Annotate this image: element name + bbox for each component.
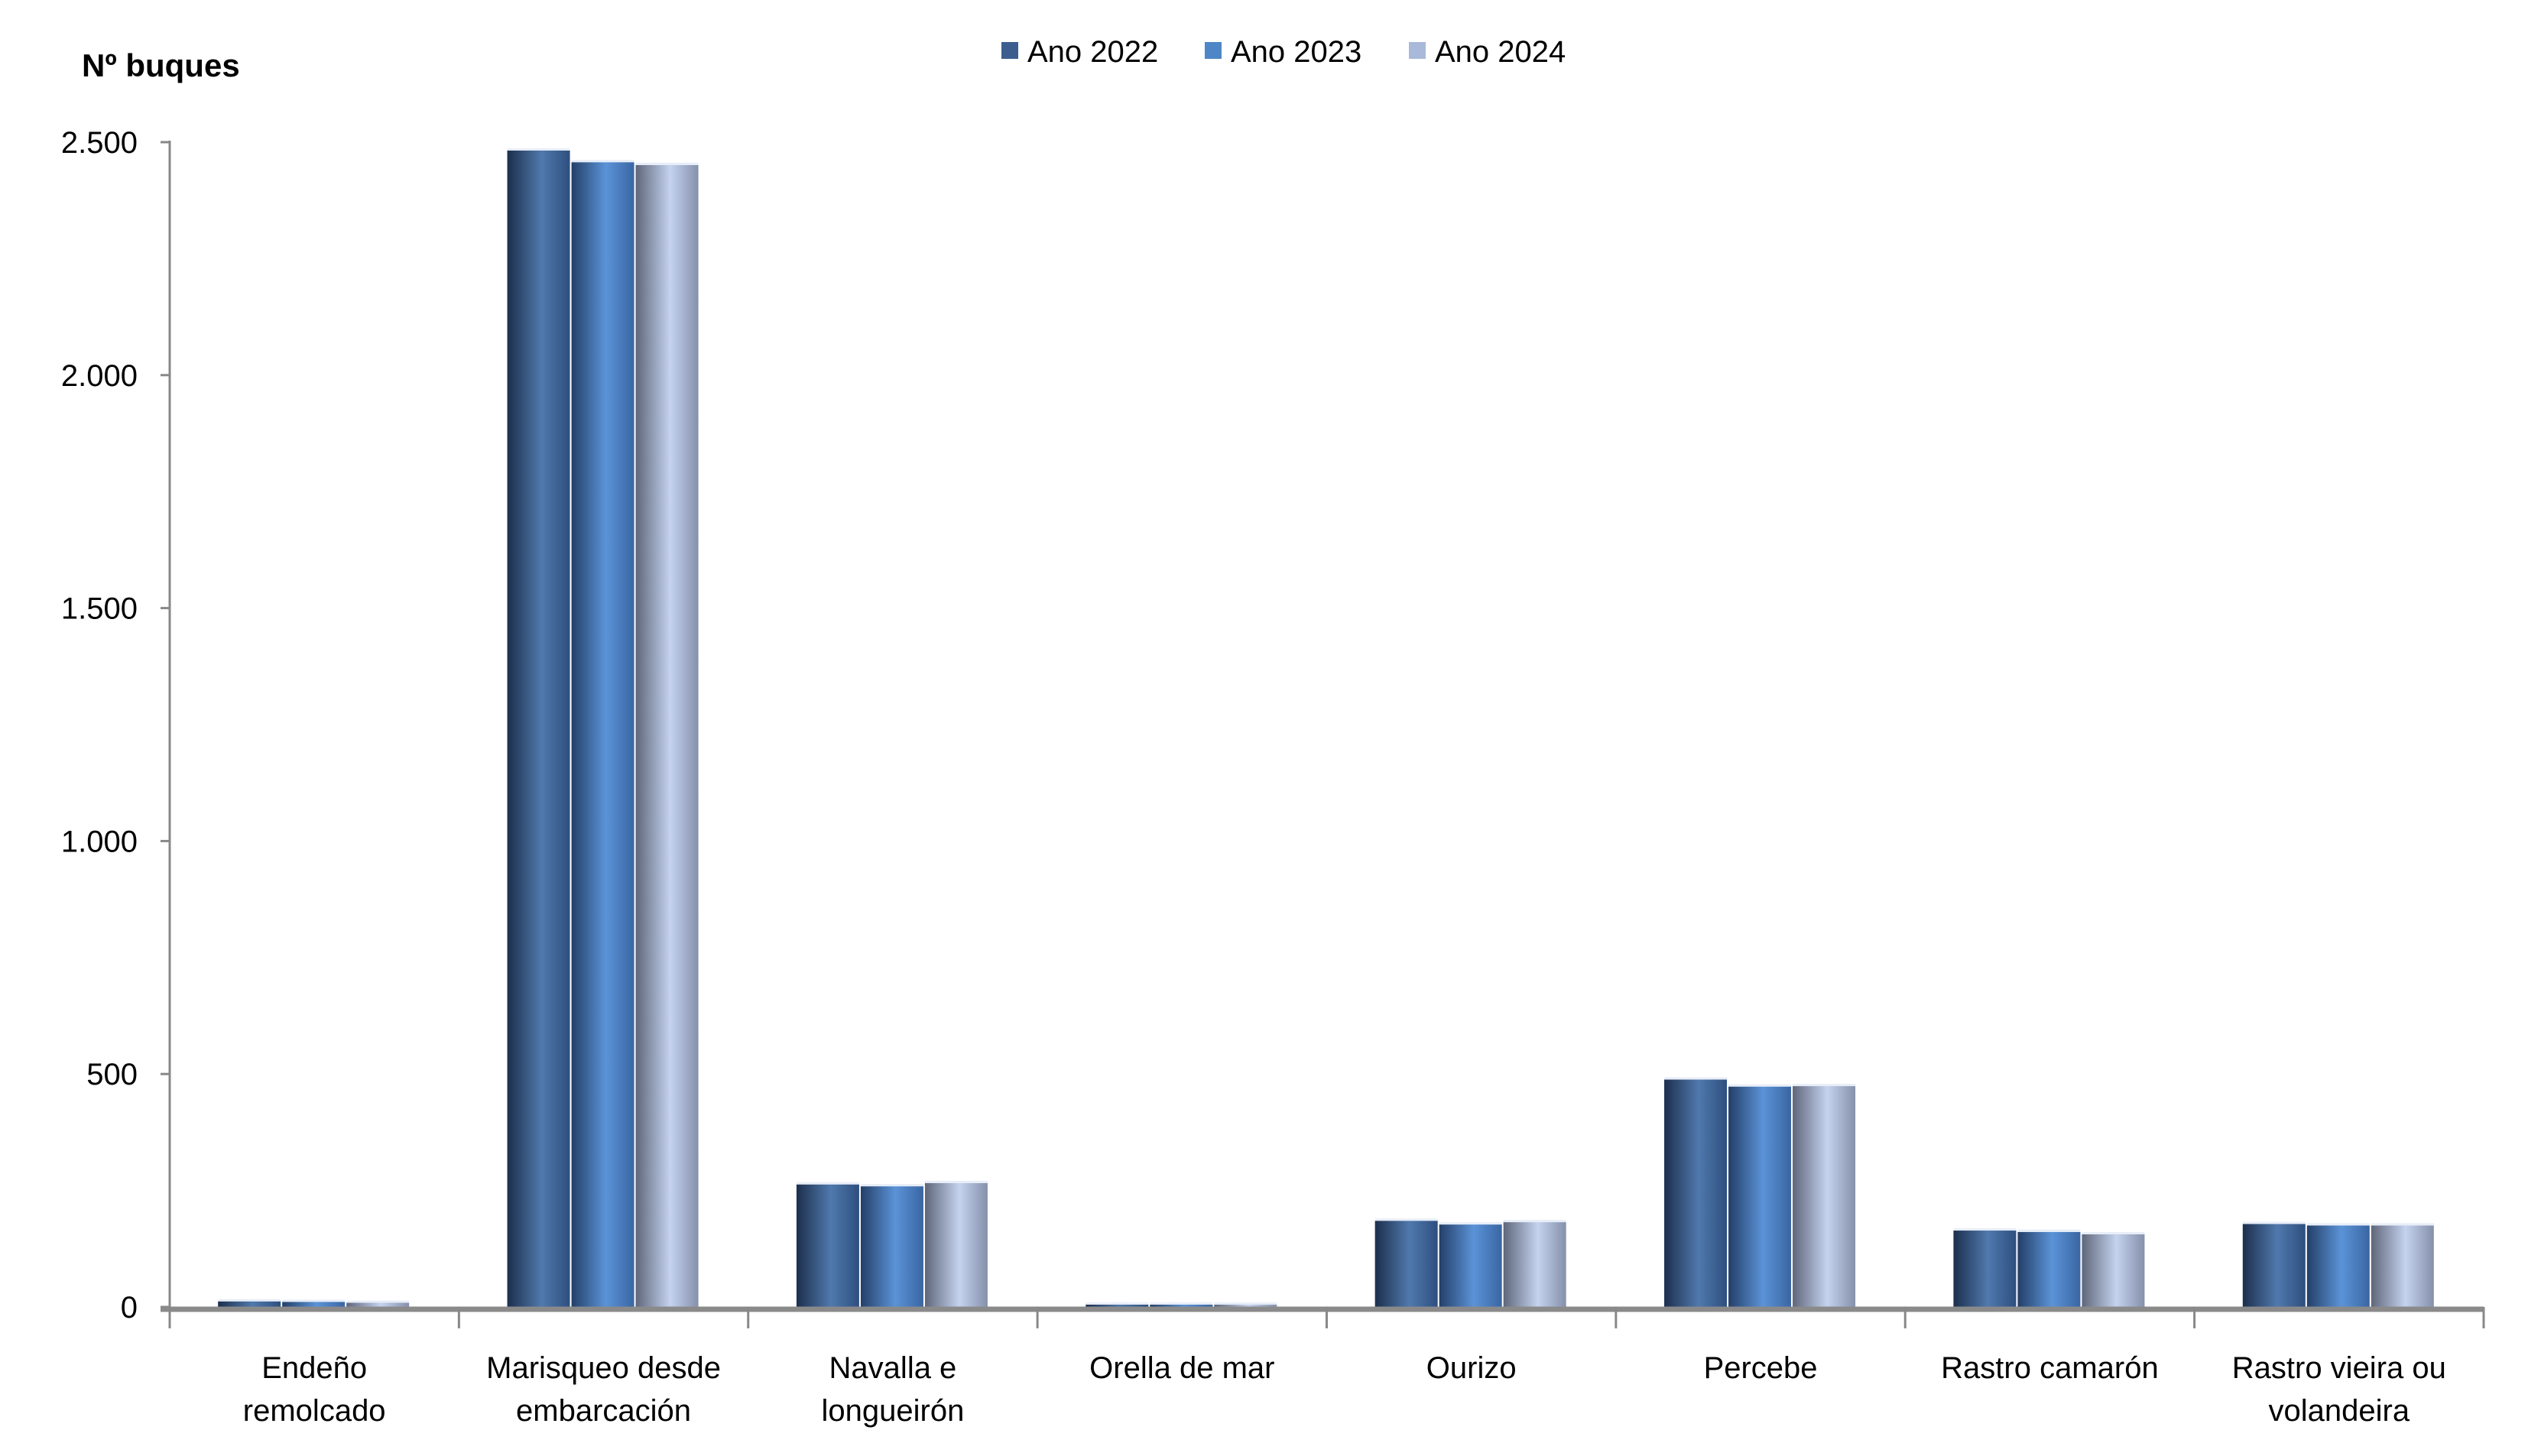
x-category-label-line: Marisqueo desde bbox=[486, 1351, 721, 1385]
bar-ano-2023-6 bbox=[2017, 1231, 2081, 1307]
axes: 0 500 1.000 1.500 2.000 2.500 Endeño remolcado M… bbox=[61, 126, 2485, 1428]
bar-ano-2022-6 bbox=[1953, 1231, 2017, 1307]
bar-top-highlight bbox=[796, 1182, 859, 1185]
bar-ano-2023-7 bbox=[2306, 1225, 2370, 1307]
bar-top-highlight bbox=[218, 1299, 281, 1302]
y-tick-label: 1.000 bbox=[61, 825, 138, 858]
x-category-label-line: Rastro vieira ou bbox=[2232, 1351, 2446, 1385]
bar-ano-2024-3 bbox=[1214, 1304, 1277, 1307]
bars bbox=[218, 148, 2434, 1308]
y-tick-label: 2.500 bbox=[61, 126, 138, 160]
bar-ano-2023-4 bbox=[1439, 1224, 1502, 1307]
bar-top-highlight bbox=[282, 1299, 346, 1302]
x-category-label: Rastro camarón bbox=[1941, 1351, 2159, 1385]
bar-ano-2023-3 bbox=[1150, 1304, 1213, 1307]
bar-ano-2023-1 bbox=[571, 162, 634, 1308]
x-category-label: Ourizo bbox=[1426, 1351, 1517, 1385]
legend-swatch bbox=[1001, 42, 1018, 59]
bar-top-highlight bbox=[1214, 1302, 1277, 1305]
x-category-label-line: Ourizo bbox=[1426, 1351, 1517, 1385]
legend-swatch bbox=[1205, 42, 1222, 59]
legend-label: Ano 2024 bbox=[1435, 35, 1566, 69]
bar-top-highlight bbox=[1793, 1084, 1856, 1087]
bar-ano-2023-2 bbox=[860, 1186, 923, 1307]
x-category-label: Navalla e longueirón bbox=[822, 1351, 965, 1428]
bar-top-highlight bbox=[860, 1184, 923, 1187]
legend: Ano 2022 Ano 2023 Ano 2024 bbox=[1001, 35, 1566, 69]
x-category-label: Orella de mar bbox=[1089, 1351, 1274, 1385]
x-category-label-line: longueirón bbox=[822, 1394, 965, 1428]
bar-ano-2022-7 bbox=[2242, 1224, 2306, 1307]
bar-top-highlight bbox=[924, 1180, 988, 1183]
bar-top-highlight bbox=[1664, 1077, 1728, 1080]
y-tick-label: 0 bbox=[121, 1291, 138, 1325]
y-axis-title: Nº buques bbox=[82, 47, 240, 83]
bar-top-highlight bbox=[2082, 1231, 2145, 1234]
bar-ano-2022-5 bbox=[1664, 1079, 1728, 1307]
legend-swatch bbox=[1409, 42, 1426, 59]
bar-top-highlight bbox=[571, 160, 634, 163]
bar-ano-2022-4 bbox=[1374, 1221, 1438, 1307]
bar-top-highlight bbox=[635, 162, 699, 165]
x-category-label-line: embarcación bbox=[516, 1394, 691, 1428]
bar-top-highlight bbox=[2242, 1221, 2306, 1224]
bar-ano-2022-0 bbox=[218, 1301, 281, 1307]
bar-ano-2024-0 bbox=[346, 1302, 410, 1307]
legend-label: Ano 2022 bbox=[1027, 35, 1158, 69]
bar-top-highlight bbox=[1728, 1084, 1792, 1087]
legend-label: Ano 2023 bbox=[1231, 35, 1361, 69]
x-category-label-line: remolcado bbox=[243, 1394, 386, 1428]
y-tick-label: 1.500 bbox=[61, 592, 138, 626]
bar-ano-2024-1 bbox=[635, 164, 699, 1308]
bar-ano-2023-5 bbox=[1728, 1086, 1792, 1307]
bar-top-highlight bbox=[2017, 1229, 2081, 1232]
bar-ano-2023-0 bbox=[282, 1302, 346, 1307]
bar-top-highlight bbox=[2306, 1223, 2370, 1226]
bar-ano-2024-5 bbox=[1793, 1086, 1856, 1307]
x-category-label-line: Navalla e bbox=[829, 1351, 957, 1385]
x-category-label-line: Endeño bbox=[261, 1351, 367, 1385]
x-category-label: Endeño remolcado bbox=[243, 1351, 386, 1428]
bar-top-highlight bbox=[1439, 1222, 1502, 1225]
y-tick-label: 500 bbox=[86, 1058, 138, 1091]
x-category-label: Percebe bbox=[1704, 1351, 1818, 1385]
bar-top-highlight bbox=[346, 1300, 410, 1303]
bar-top-highlight bbox=[507, 148, 570, 151]
bar-top-highlight bbox=[2371, 1223, 2434, 1226]
x-category-label: Marisqueo desde embarcación bbox=[486, 1351, 721, 1428]
bar-ano-2022-3 bbox=[1086, 1304, 1149, 1307]
x-category-label: Rastro vieira ou volandeira bbox=[2232, 1351, 2446, 1428]
bar-top-highlight bbox=[1150, 1302, 1213, 1305]
bar-top-highlight bbox=[1086, 1302, 1149, 1305]
y-tick-label: 2.000 bbox=[61, 359, 138, 393]
bar-ano-2024-4 bbox=[1503, 1222, 1566, 1307]
bar-ano-2024-6 bbox=[2082, 1234, 2145, 1307]
x-category-label-line: Percebe bbox=[1704, 1351, 1818, 1385]
bar-ano-2024-7 bbox=[2371, 1225, 2434, 1307]
bar-top-highlight bbox=[1953, 1228, 2017, 1231]
x-category-label-line: Rastro camarón bbox=[1941, 1351, 2159, 1385]
bar-top-highlight bbox=[1374, 1218, 1438, 1221]
x-category-label-line: Orella de mar bbox=[1089, 1351, 1274, 1385]
x-category-label-line: volandeira bbox=[2269, 1394, 2410, 1428]
bar-ano-2022-1 bbox=[507, 150, 570, 1308]
bar-ano-2022-2 bbox=[796, 1184, 859, 1307]
bar-top-highlight bbox=[1503, 1220, 1566, 1223]
bar-ano-2024-2 bbox=[924, 1182, 988, 1307]
